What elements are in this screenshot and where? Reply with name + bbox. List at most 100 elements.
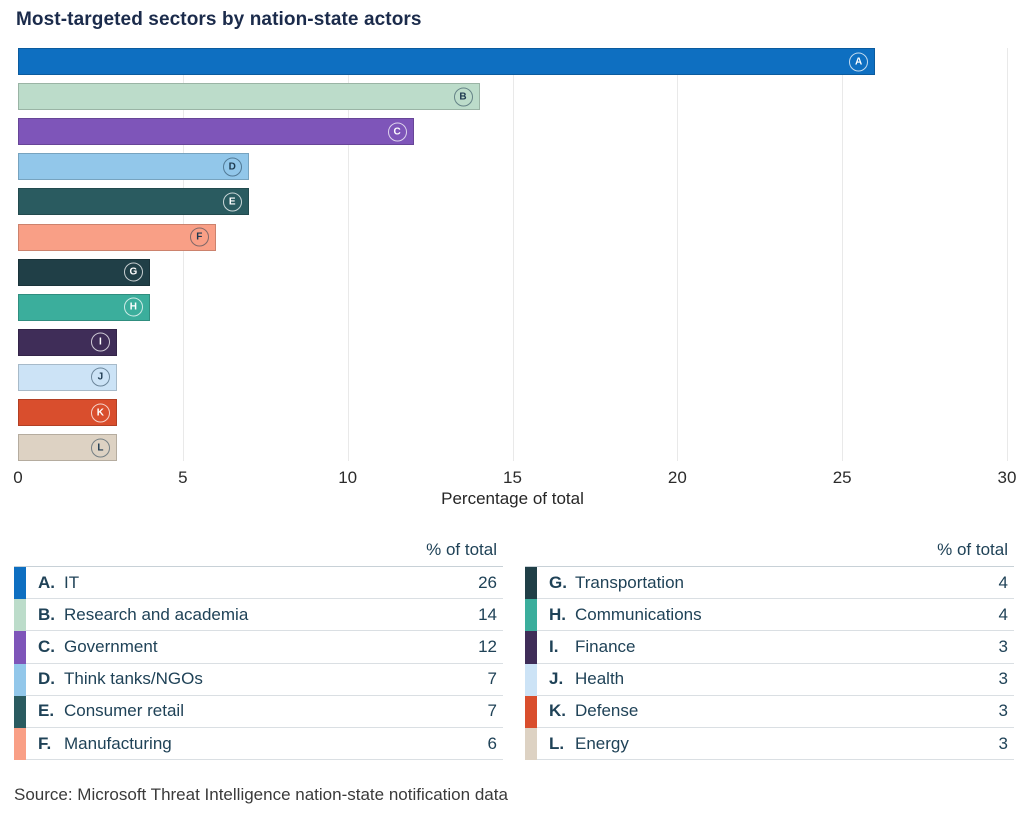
bar-j-health: J <box>18 363 117 391</box>
legend-row-name: Defense <box>575 701 639 721</box>
legend-row-letter: H. <box>549 604 566 624</box>
legend-row-c: C. Government 12 <box>14 631 503 664</box>
legend-row-letter: A. <box>38 572 55 592</box>
legend-row-j: J. Health 3 <box>525 663 1014 696</box>
bar-letter-badge-f: F <box>189 227 209 247</box>
gridline-x-20 <box>677 48 679 461</box>
source-note: Source: Microsoft Threat Intelligence na… <box>14 785 508 804</box>
legend-row-value: 4 <box>998 572 1008 592</box>
bar-letter-badge-i: I <box>90 332 110 352</box>
color-swatch-c <box>14 631 26 664</box>
x-tick-25: 25 <box>832 468 852 487</box>
color-swatch-b <box>14 599 26 632</box>
legend-table-right: % of total G. Transportation 4 H. Communicati… <box>525 540 1014 761</box>
gridline-x-5 <box>182 48 184 461</box>
legend-row-value: 3 <box>998 669 1008 689</box>
gridline-x-10 <box>347 48 349 461</box>
x-axis-label: Percentage of total <box>441 489 584 508</box>
color-swatch-i <box>525 631 537 664</box>
legend-row-value: 6 <box>487 733 497 753</box>
bar-letter-badge-h: H <box>123 297 143 317</box>
legend-row-d: D. Think tanks/NGOs 7 <box>14 663 503 696</box>
legend-row-letter: J. <box>549 669 564 689</box>
legend-table-header: % of total <box>14 540 503 567</box>
bar-letter-badge-j: J <box>90 367 110 387</box>
legend-row-i: I. Finance 3 <box>525 631 1014 664</box>
legend-row-letter: I. <box>549 636 559 656</box>
legend-row-h: H. Communications 4 <box>525 599 1014 632</box>
legend-row-name: Consumer retail <box>64 701 184 721</box>
gridline-x-25 <box>842 48 844 461</box>
legend-row-letter: C. <box>38 636 55 656</box>
legend-row-value: 12 <box>478 636 497 656</box>
legend-row-letter: F. <box>38 733 52 753</box>
color-swatch-f <box>14 727 26 761</box>
legend-row-letter: D. <box>38 669 55 689</box>
legend-row-value: 4 <box>998 604 1008 624</box>
legend-row-name: Finance <box>575 636 636 656</box>
legend-row-name: Think tanks/NGOs <box>64 669 203 689</box>
bar-a-it: A <box>18 48 876 75</box>
legend-row-name: Research and academia <box>64 604 249 624</box>
legend-row-letter: E. <box>38 701 55 721</box>
gridline-x-30 <box>1007 48 1008 461</box>
bar-letter-badge-g: G <box>123 262 143 282</box>
legend-row-value: 3 <box>998 701 1008 721</box>
bar-l-energy: L <box>18 434 117 462</box>
bar-letter-badge-l: L <box>90 438 110 458</box>
x-tick-30: 30 <box>997 468 1017 487</box>
legend-table-left: % of total A. IT 26 B. Research and academia 1… <box>14 540 503 761</box>
bar-f-manufacturing: F <box>18 223 216 251</box>
x-tick-10: 10 <box>338 468 358 487</box>
legend-row-name: Energy <box>575 733 629 753</box>
bar-c-government: C <box>18 118 414 146</box>
legend-row-name: IT <box>64 572 80 592</box>
color-swatch-a <box>14 567 26 600</box>
legend-row-name: Government <box>64 636 158 656</box>
bar-letter-badge-e: E <box>222 192 242 212</box>
legend-table-header: % of total <box>525 540 1014 567</box>
bar-g-transportation: G <box>18 258 150 286</box>
color-swatch-l <box>525 727 537 761</box>
bar-letter-badge-c: C <box>387 122 407 142</box>
bar-e-consumer-retail: E <box>18 188 249 216</box>
legend-row-letter: B. <box>38 604 55 624</box>
legend-row-value: 7 <box>487 701 497 721</box>
legend-row-letter: G. <box>549 572 567 592</box>
bar-i-finance: I <box>18 328 117 356</box>
color-swatch-e <box>14 695 26 728</box>
color-swatch-h <box>525 599 537 632</box>
color-swatch-d <box>14 663 26 696</box>
legend-row-b: B. Research and academia 14 <box>14 599 503 632</box>
legend-row-name: Communications <box>575 604 702 624</box>
bar-letter-badge-b: B <box>453 87 473 107</box>
legend-row-e: E. Consumer retail 7 <box>14 695 503 728</box>
legend-row-f: F. Manufacturing 6 <box>14 727 503 761</box>
legend-row-value: 3 <box>998 733 1008 753</box>
legend-row-value: 26 <box>478 572 497 592</box>
x-tick-5: 5 <box>178 468 188 487</box>
legend-row-value: 3 <box>998 636 1008 656</box>
gridline-x-15 <box>512 48 514 461</box>
x-axis: 0 5 10 15 20 25 30 <box>13 461 1016 487</box>
legend-row-l: L. Energy 3 <box>525 727 1014 761</box>
legend-row-value: 7 <box>487 669 497 689</box>
x-tick-0: 0 <box>13 468 23 487</box>
color-swatch-g <box>525 567 537 600</box>
color-swatch-j <box>525 663 537 696</box>
x-tick-20: 20 <box>667 468 687 487</box>
bar-letter-badge-a: A <box>849 52 869 71</box>
legend-row-name: Transportation <box>575 572 684 592</box>
bar-b-research-and-academia: B <box>18 83 480 111</box>
bar-letter-badge-k: K <box>90 403 110 422</box>
legend-row-k: K. Defense 3 <box>525 695 1014 728</box>
legend-row-a: A. IT 26 <box>14 567 503 600</box>
legend-row-name: Health <box>575 669 625 689</box>
legend-row-letter: L. <box>549 733 565 753</box>
chart-title: Most-targeted sectors by nation-state ac… <box>16 9 422 30</box>
bar-d-think-tanks-ngos: D <box>18 153 249 181</box>
x-tick-15: 15 <box>503 468 522 487</box>
